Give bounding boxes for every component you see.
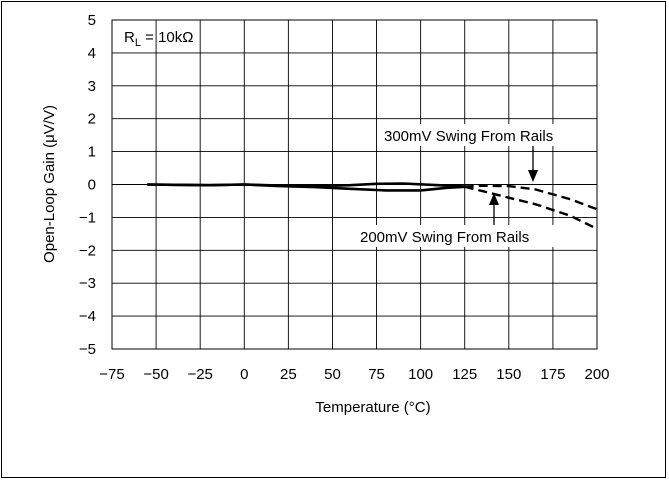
condition-label-sub: L: [135, 37, 141, 49]
x-axis-title: Temperature (°C): [315, 399, 430, 416]
condition-label-main: R: [124, 29, 135, 46]
plot-border: [111, 19, 598, 350]
annotation-200mv: 200mV Swing From Rails: [360, 229, 529, 246]
annotation-200mv-bg: [354, 225, 572, 247]
condition-label-rest: = 10kΩ: [141, 29, 194, 46]
x-tick-labels: −75 −50 −25 0 25 50 75 100 125 150 175 200: [99, 366, 609, 383]
x-tick-label: 150: [496, 366, 521, 383]
x-tick-label: 75: [368, 366, 385, 383]
y-tick-label: −2: [79, 242, 96, 259]
y-tick-label: 1: [88, 144, 96, 161]
annotation-300mv: 300mV Swing From Rails: [384, 128, 553, 145]
x-tick-label: 100: [408, 366, 433, 383]
x-tick-label: −25: [187, 366, 212, 383]
y-tick-label: −5: [79, 341, 96, 358]
x-tick-label: −50: [143, 366, 168, 383]
series-layer: [147, 182, 598, 230]
y-tick-label: 2: [88, 111, 96, 128]
condition-label: RL = 10kΩ: [124, 29, 193, 49]
y-tick-label: 5: [88, 12, 96, 29]
arrow-300mv: [528, 146, 538, 182]
y-tick-labels: 5 4 3 2 1 0 −1 −2 −3 −4 −5: [79, 12, 96, 358]
x-tick-label: 200: [584, 366, 609, 383]
x-tick-label: 0: [240, 366, 248, 383]
y-tick-label: 0: [88, 177, 96, 194]
x-tick-label: −75: [99, 366, 124, 383]
series-line-dashed-0: [464, 184, 598, 211]
series-line-solid-1: [147, 183, 465, 192]
x-tick-label: 50: [324, 366, 341, 383]
annotation-300mv-bg: [378, 124, 592, 146]
x-tick-label: 175: [540, 366, 565, 383]
y-tick-label: −4: [79, 308, 96, 325]
y-tick-label: 4: [88, 45, 96, 62]
x-tick-label: 125: [452, 366, 477, 383]
series-line-dashed-1: [464, 185, 598, 230]
y-tick-label: −3: [79, 275, 96, 292]
y-axis-title: Open-Loop Gain (μV/V): [41, 105, 58, 263]
x-tick-label: 25: [280, 366, 297, 383]
y-tick-label: 3: [88, 78, 96, 95]
arrow-200mv: [489, 193, 499, 225]
y-tick-label: −1: [79, 209, 96, 226]
